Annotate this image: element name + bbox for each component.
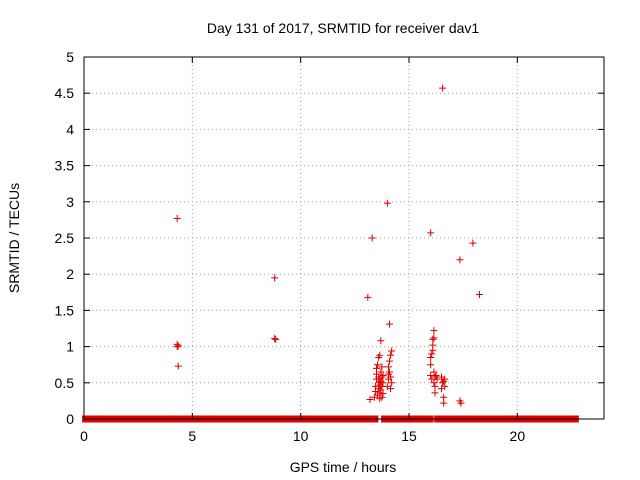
grid-lines <box>84 57 604 419</box>
axis-ticks: 0 5 10 15 20 0 0.5 1 1.5 2 2.5 3 3.5 4 4.5 5 <box>55 49 604 444</box>
data-point <box>429 335 437 343</box>
data-point <box>386 368 393 376</box>
data-point <box>441 375 449 383</box>
data-point <box>373 364 380 372</box>
data-point <box>441 382 449 390</box>
data-point <box>378 393 386 401</box>
data-point <box>430 368 438 376</box>
x-axis-label: GPS time / hours <box>290 459 397 475</box>
data-point <box>378 363 386 371</box>
y-tick-label: 4 <box>66 121 74 137</box>
data-point <box>374 361 382 369</box>
data-point <box>430 334 438 342</box>
data-point <box>174 362 182 370</box>
y-axis-label: SRMTID / TECUs <box>6 183 22 293</box>
data-point <box>173 343 181 351</box>
x-tick-label: 15 <box>401 428 417 444</box>
x-tick-label: 20 <box>510 428 526 444</box>
chart-title: Day 131 of 2017, SRMTID for receiver dav… <box>207 20 480 36</box>
data-point <box>272 335 280 343</box>
data-point <box>433 375 441 383</box>
y-tick-label: 5 <box>66 49 74 65</box>
data-points <box>173 84 483 407</box>
y-tick-label: 3 <box>66 194 74 210</box>
data-point <box>379 372 387 380</box>
data-point <box>457 399 465 407</box>
data-point <box>174 342 182 350</box>
data-point <box>431 382 439 390</box>
data-point <box>387 373 395 381</box>
data-point <box>431 389 439 397</box>
data-point <box>456 256 464 264</box>
data-point <box>388 347 396 355</box>
y-tick-label: 2 <box>66 266 74 282</box>
data-point <box>364 293 372 301</box>
data-point <box>430 327 438 335</box>
y-tick-label: 3.5 <box>55 158 75 174</box>
data-point <box>377 368 385 376</box>
data-point <box>377 386 385 394</box>
data-point <box>427 229 435 237</box>
data-point <box>368 234 376 242</box>
data-point <box>366 395 374 403</box>
data-point <box>376 389 384 397</box>
data-point <box>271 335 279 343</box>
data-point <box>427 353 435 361</box>
y-tick-label: 1 <box>66 339 74 355</box>
data-point <box>387 351 395 359</box>
data-point <box>469 239 477 247</box>
data-point <box>475 290 483 298</box>
data-point <box>379 390 387 398</box>
data-point <box>377 337 385 345</box>
y-tick-label: 1.5 <box>55 302 75 318</box>
data-point <box>387 385 395 393</box>
data-point <box>384 363 392 371</box>
x-tick-label: 5 <box>188 428 196 444</box>
data-point <box>439 84 447 92</box>
data-point <box>376 351 384 359</box>
data-point <box>386 320 393 328</box>
x-tick-label: 10 <box>293 428 309 444</box>
data-point <box>383 199 391 207</box>
data-point <box>430 379 438 387</box>
data-point <box>439 379 447 387</box>
data-point <box>388 379 396 387</box>
data-point <box>440 399 448 407</box>
y-tick-label: 0.5 <box>55 375 75 391</box>
data-point <box>378 373 386 381</box>
data-point <box>432 372 440 380</box>
y-tick-label: 4.5 <box>55 85 75 101</box>
data-point <box>379 379 387 387</box>
data-point <box>427 361 435 369</box>
data-point <box>386 357 393 365</box>
y-tick-label: 2.5 <box>55 230 75 246</box>
data-point <box>271 274 279 282</box>
x-tick-label: 0 <box>80 428 88 444</box>
data-point <box>428 350 436 358</box>
data-point <box>173 214 181 222</box>
y-tick-label: 0 <box>66 411 74 427</box>
